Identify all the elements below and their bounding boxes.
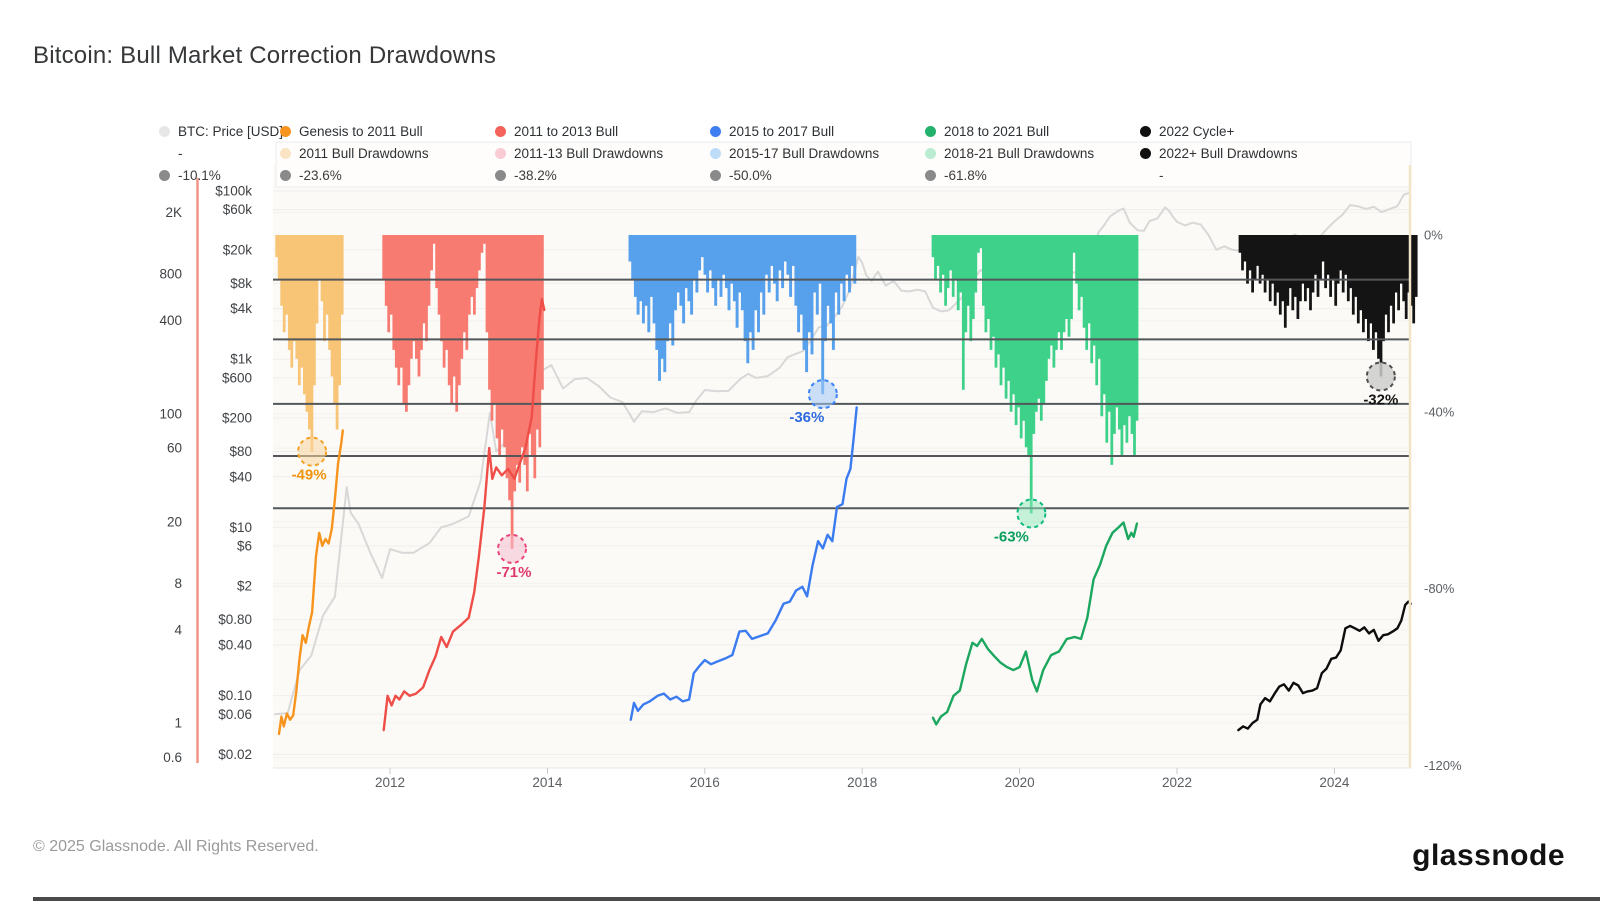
annotation-label-2015-2017: -36% bbox=[789, 409, 824, 426]
x-axis-year-label: 2012 bbox=[375, 775, 405, 790]
x-axis-year-label: 2014 bbox=[532, 775, 563, 790]
y-axis-multiple-label: 0.6 bbox=[163, 750, 182, 765]
y-axis-drawdown-label: -120% bbox=[1424, 758, 1462, 773]
y-axis-usd-label: $60k bbox=[223, 202, 253, 217]
copyright-text: © 2025 Glassnode. All Rights Reserved. bbox=[33, 838, 319, 855]
drawdown-bars-genesis-2011 bbox=[275, 235, 344, 452]
annotation-label-2022-plus: -32% bbox=[1363, 391, 1398, 408]
y-axis-usd-label: $0.80 bbox=[218, 612, 252, 627]
y-axis-usd-label: $4k bbox=[230, 301, 252, 316]
y-axis-usd-label: $20k bbox=[223, 242, 253, 257]
price-line-2015-2017 bbox=[629, 406, 858, 721]
x-axis-year-label: 2018 bbox=[847, 775, 877, 790]
y-axis-usd-label: $80 bbox=[229, 444, 252, 459]
y-axis-usd-label: $10 bbox=[229, 520, 252, 535]
annotation-label-2018-2021: -63% bbox=[994, 529, 1029, 546]
y-axis-usd-label: $0.06 bbox=[218, 707, 252, 722]
y-axis-drawdown-label: -40% bbox=[1424, 404, 1455, 419]
y-axis-multiple-label: 4 bbox=[174, 622, 182, 637]
y-axis-multiple-label: 20 bbox=[167, 514, 182, 529]
y-axis-usd-label: $6 bbox=[237, 539, 252, 554]
page-title: Bitcoin: Bull Market Correction Drawdown… bbox=[33, 42, 497, 69]
annotation-circle-genesis-2011 bbox=[297, 436, 328, 467]
drawdown-bars-2011-2013 bbox=[382, 235, 544, 549]
price-line-genesis-2011 bbox=[277, 429, 344, 736]
annotation-circle-2018-2021 bbox=[1016, 498, 1047, 529]
y-axis-multiple-label: 8 bbox=[174, 576, 182, 591]
y-axis-usd-label: $2 bbox=[237, 579, 252, 594]
annotation-label-genesis-2011: -49% bbox=[292, 467, 327, 484]
y-axis-multiple-label: 60 bbox=[167, 441, 182, 456]
annotation-circle-2011-2013 bbox=[496, 533, 527, 564]
y-axis-multiple-label: 1 bbox=[174, 716, 182, 731]
annotation-label-2011-2013: -71% bbox=[496, 564, 531, 581]
y-axis-usd-label: $200 bbox=[222, 410, 252, 425]
y-axis-usd-label: $0.10 bbox=[218, 688, 252, 703]
x-axis-year-label: 2022 bbox=[1162, 775, 1192, 790]
y-axis-usd-label: $0.40 bbox=[218, 637, 252, 652]
y-axis-multiple-label: 400 bbox=[159, 313, 182, 328]
y-axis-drawdown-label: -80% bbox=[1424, 581, 1455, 596]
y-axis-usd-label: $0.02 bbox=[218, 747, 252, 762]
y-axis-usd-label: $40 bbox=[229, 469, 252, 484]
x-axis-year-label: 2016 bbox=[690, 775, 720, 790]
drawdown-bars-2018-2021 bbox=[931, 235, 1139, 514]
legend-band bbox=[275, 141, 1412, 188]
bottom-edge-strip bbox=[33, 897, 1600, 901]
annotation-circle-2015-2017 bbox=[807, 379, 838, 410]
y-axis-usd-label: $8k bbox=[230, 276, 252, 291]
y-axis-usd-label: $1k bbox=[230, 352, 252, 367]
y-axis-usd-label: $100k bbox=[215, 184, 252, 199]
x-axis-year-label: 2024 bbox=[1319, 775, 1350, 790]
price-line-2018-2021 bbox=[931, 521, 1139, 726]
price-line-2022-plus bbox=[1237, 600, 1412, 732]
y-axis-multiple-label: 100 bbox=[159, 406, 182, 421]
annotation-circle-2022-plus bbox=[1365, 361, 1396, 392]
y-axis-multiple-label: 800 bbox=[159, 267, 182, 282]
y-axis-usd-label: $600 bbox=[222, 370, 252, 385]
x-axis-year-label: 2020 bbox=[1005, 775, 1035, 790]
y-axis-multiple-label: 2K bbox=[165, 205, 182, 220]
glassnode-logo: glassnode bbox=[1412, 839, 1565, 872]
y-axis-drawdown-label: 0% bbox=[1424, 228, 1443, 243]
price-line-2011-2013 bbox=[382, 298, 546, 732]
